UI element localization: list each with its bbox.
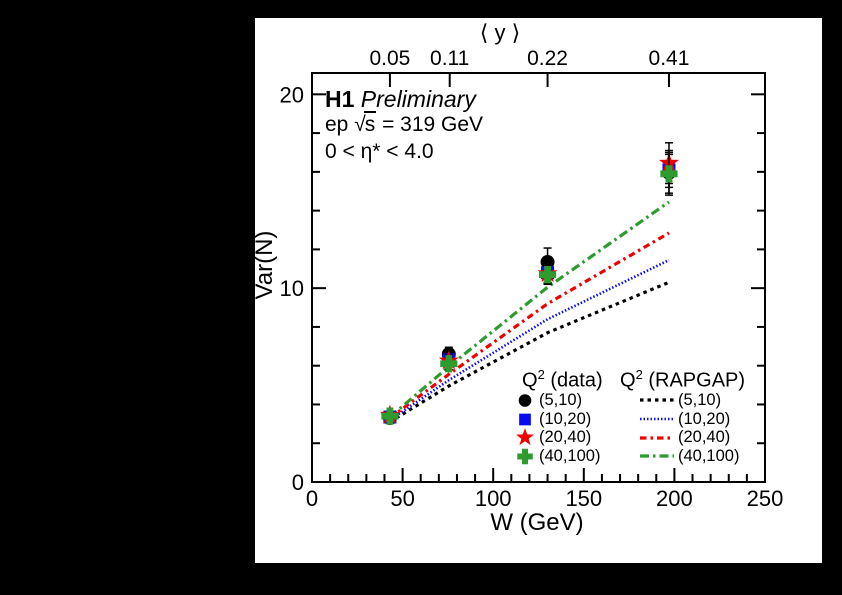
sqrt-icon: √ [354, 113, 366, 136]
energy-text: = 319 GeV [376, 113, 484, 136]
ep-text: ep [325, 113, 355, 136]
legend-line-sample-icon [640, 436, 674, 440]
legend-header-exp: 2 [537, 367, 545, 382]
legend-item-label: (10,20) [539, 409, 592, 428]
legend-item-label: (20,40) [539, 428, 592, 447]
marker-circle-icon [518, 394, 532, 407]
legend-header-data-suffix: (data) [544, 369, 603, 392]
legend-marker-circle-icon [518, 394, 532, 407]
eta-range-label: 0 < η* < 4.0 [325, 140, 434, 163]
legend-line-sample-icon [640, 417, 674, 421]
legend-header-exp: 2 [635, 367, 643, 382]
legend-header-rapgap: Q2 (RAPGAP) [620, 368, 745, 391]
legend-rapgap-item: (5,10) [639, 391, 739, 410]
legend-item-label: (10,20) [678, 409, 731, 428]
legend-data-column: (5,10) (10,20) (20,40) (40,100) [514, 391, 600, 466]
marker-star-icon [516, 428, 534, 446]
legend-line-sample-icon [640, 454, 674, 459]
legend-data-item: (40,100) [514, 447, 600, 466]
marker-plus-icon [440, 355, 458, 373]
top-axis-tick-label: 0.05 [369, 47, 410, 70]
top-axis-tick-label: 0.11 [430, 47, 469, 70]
x-tick-label: 200 [656, 486, 693, 511]
legend-header-q: Q [522, 369, 538, 392]
legend-data-item: (10,20) [514, 410, 600, 429]
y-tick-label: 0 [292, 470, 304, 495]
y-tick-label: 10 [280, 276, 304, 301]
plot-frame [311, 72, 766, 483]
legend-item-label: (20,40) [678, 428, 731, 447]
legend-rapgap-item: (10,20) [639, 410, 739, 429]
marker-plus-icon [381, 407, 399, 425]
legend-rapgap-column: (5,10) (10,20) (20,40) (40,100) [639, 391, 739, 466]
plot-canvas [255, 18, 822, 563]
rapgap-line-(20,40) [388, 231, 670, 420]
legend-item-label: (5,10) [539, 390, 583, 409]
legend-line-sample-icon [640, 398, 674, 402]
top-axis-tick-label: 0.41 [649, 47, 690, 70]
x-tick-label: 100 [475, 486, 512, 511]
legend-item-label: (5,10) [678, 390, 722, 409]
legend-rapgap-item: (40,100) [639, 447, 739, 466]
legend-data-item: (5,10) [514, 391, 600, 410]
beam-energy-label: ep √s = 319 GeV [325, 111, 484, 136]
experiment-label: H1 Preliminary [325, 88, 476, 111]
y-tick-label: 20 [280, 82, 304, 107]
x-tick-label: 0 [306, 486, 318, 511]
legend-data-item: (20,40) [514, 428, 600, 447]
x-tick-label: 250 [747, 486, 784, 511]
x-tick-label: 150 [565, 486, 602, 511]
legend-header-q: Q [620, 369, 636, 392]
marker-plus-icon [538, 265, 557, 284]
x-axis-title: W (GeV) [490, 509, 583, 536]
top-axis-tick-label: 0.22 [527, 47, 568, 70]
legend-header-data: Q2 (data) [522, 368, 603, 391]
sqrt-arg-text: s [363, 111, 377, 136]
preliminary-text: Preliminary [360, 86, 476, 112]
top-axis-title: ⟨ y ⟩ [480, 20, 520, 45]
legend-marker-plus-icon [517, 448, 533, 465]
legend-marker-star-icon [516, 428, 534, 446]
legend-item-label: (40,100) [539, 446, 601, 465]
legend-item-label: (40,100) [678, 446, 740, 465]
legend-rapgap-item: (20,40) [639, 428, 739, 447]
y-axis-title: Var(N) [251, 231, 278, 300]
marker-plus-icon [660, 165, 678, 183]
x-tick-label: 50 [390, 486, 414, 511]
marker-plus-icon [517, 448, 533, 465]
legend-header-rapgap-suffix: (RAPGAP) [642, 369, 746, 392]
legend-marker-square-icon [519, 413, 531, 425]
marker-square-icon [519, 413, 531, 425]
rapgap-line-(40,100) [388, 200, 670, 419]
rapgap-line-(10,20) [389, 258, 670, 422]
h1-text: H1 [325, 86, 355, 112]
